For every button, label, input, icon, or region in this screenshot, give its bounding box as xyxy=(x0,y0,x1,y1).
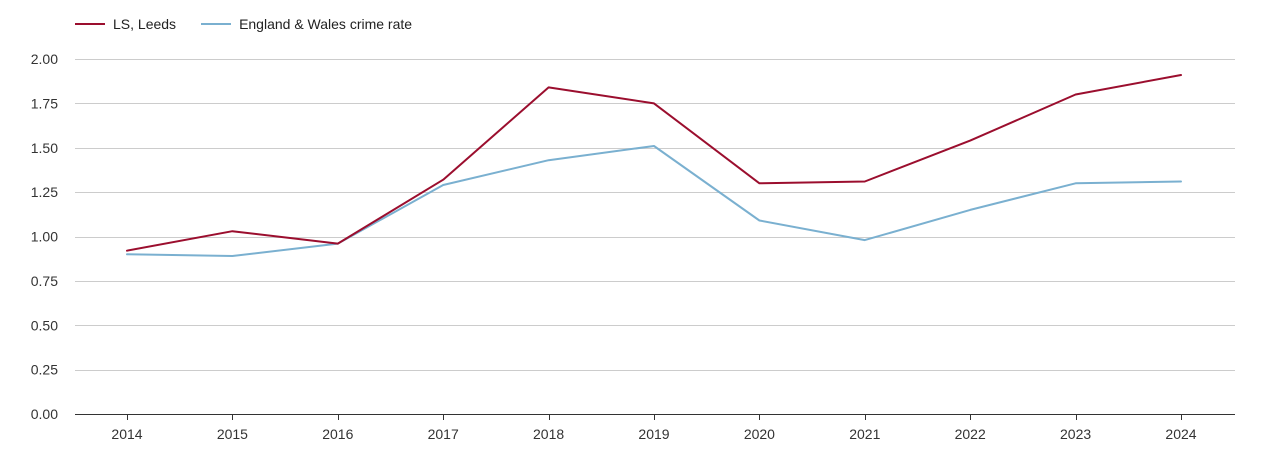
y-tick-label: 0.25 xyxy=(31,362,58,378)
y-tick-label: 0.50 xyxy=(31,317,58,333)
x-tick-label: 2014 xyxy=(111,426,142,442)
series-line-england-wales xyxy=(126,145,1182,257)
legend-swatch-england-wales xyxy=(201,23,232,25)
legend-item-leeds[interactable]: LS, Leeds xyxy=(75,16,176,32)
x-tick-label: 2015 xyxy=(217,426,248,442)
x-tick-label: 2016 xyxy=(322,426,353,442)
x-tick-label: 2022 xyxy=(955,426,986,442)
x-tick-label: 2023 xyxy=(1060,426,1091,442)
series-line-leeds xyxy=(126,74,1182,252)
y-tick-label: 0.75 xyxy=(31,273,58,289)
y-tick-label: 2.00 xyxy=(31,51,58,67)
y-tick-label: 1.25 xyxy=(31,184,58,200)
x-tick-label: 2018 xyxy=(533,426,564,442)
legend-label-leeds: LS, Leeds xyxy=(113,16,177,32)
x-tick-label: 2024 xyxy=(1165,426,1196,442)
legend-item-england-wales[interactable]: England & Wales crime rate xyxy=(201,16,412,32)
y-tick-label: 1.50 xyxy=(31,140,58,156)
x-tick-label: 2021 xyxy=(849,426,880,442)
legend-swatch-leeds xyxy=(75,23,105,25)
legend: LS, Leeds England & Wales crime rate xyxy=(75,16,437,32)
x-tick-label: 2019 xyxy=(638,426,669,442)
x-tick-label: 2020 xyxy=(744,426,775,442)
y-tick-label: 1.00 xyxy=(31,229,58,245)
y-tick-label: 0.00 xyxy=(31,406,58,422)
legend-label-england-wales: England & Wales crime rate xyxy=(239,16,413,32)
x-tick-label: 2017 xyxy=(428,426,459,442)
y-tick-label: 1.75 xyxy=(31,95,58,111)
